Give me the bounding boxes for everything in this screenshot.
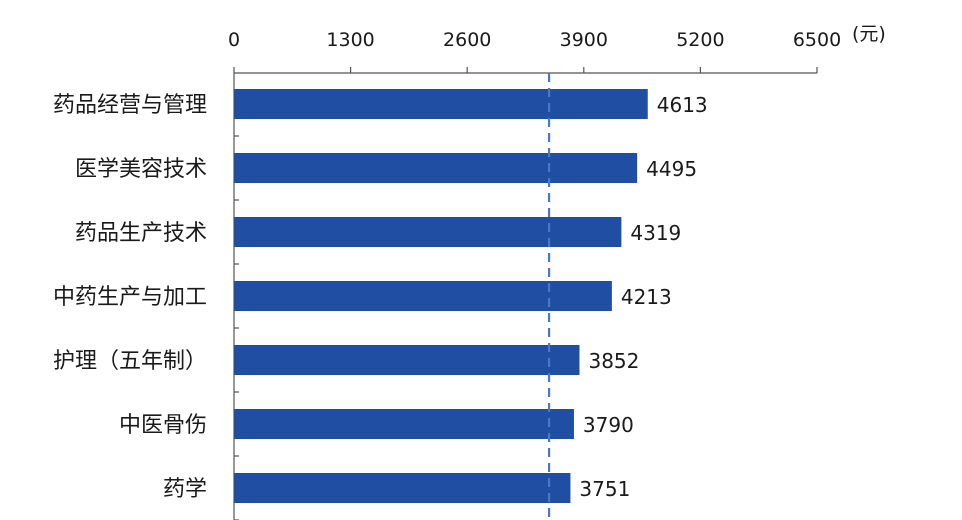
category-label: 医学美容技术 (75, 157, 207, 182)
value-label: 4613 (657, 93, 708, 117)
category-label: 中药生产与加工 (53, 285, 207, 310)
category-label: 护理（五年制） (53, 349, 207, 374)
value-label: 4495 (646, 157, 697, 181)
value-label: 3852 (588, 349, 639, 373)
value-labels: 4613 4495 4319 4213 3852 3790 3751 (579, 93, 707, 501)
bar (234, 473, 571, 503)
bar (234, 217, 622, 247)
x-tick-label: 3900 (560, 29, 608, 51)
x-axis-ticks: 0 1300 2600 3900 5200 6500 (228, 29, 841, 73)
value-label: 3790 (583, 413, 634, 437)
unit-label: (元) (852, 23, 886, 45)
bar (234, 89, 648, 119)
category-label: 中医骨伤 (119, 413, 207, 438)
bar (234, 409, 574, 439)
x-tick-label: 2600 (443, 29, 491, 51)
bars (234, 89, 648, 520)
category-label: 药品生产技术 (75, 221, 207, 246)
bar (234, 281, 612, 311)
value-label: 3751 (579, 477, 630, 501)
x-tick-label: 5200 (676, 29, 724, 51)
x-tick-label: 1300 (326, 29, 374, 51)
category-label: 药学 (163, 477, 207, 502)
category-label: 药品经营与管理 (53, 93, 207, 118)
value-label: 4213 (621, 285, 672, 309)
bar (234, 153, 638, 183)
x-tick-label: 6500 (793, 29, 841, 51)
x-tick-label: 0 (228, 29, 240, 51)
value-label: 4319 (630, 221, 681, 245)
bar (234, 345, 580, 375)
